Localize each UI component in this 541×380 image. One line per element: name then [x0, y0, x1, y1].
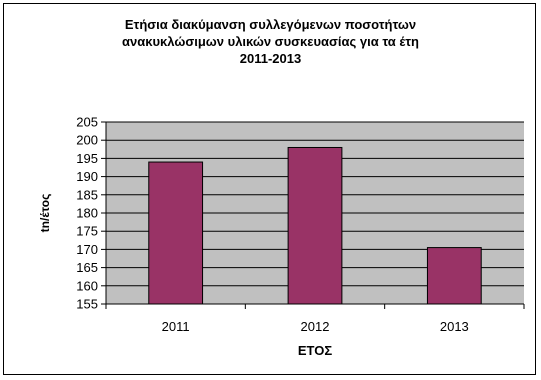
y-tick-label: 165 — [76, 260, 98, 275]
bars — [148, 146, 482, 305]
y-tick-label: 185 — [76, 187, 98, 202]
y-tick-label: 160 — [76, 278, 98, 293]
y-tick-label: 190 — [76, 169, 98, 184]
y-tick-label: 200 — [76, 133, 98, 148]
x-tick-label: 2011 — [162, 319, 190, 334]
y-tick-label: 155 — [76, 297, 98, 312]
x-tick-label: 2013 — [440, 319, 469, 334]
bar-2012 — [287, 146, 343, 305]
y-tick-label: 170 — [76, 242, 98, 257]
bar-2013 — [426, 247, 482, 305]
x-ticks: 2011 2012 2013 — [105, 304, 525, 334]
x-tick-label: 2012 — [301, 319, 330, 334]
y-tick-label: 195 — [76, 151, 98, 166]
y-tick-label: 180 — [76, 206, 98, 221]
chart-title: Ετήσια διακύμανση συλλεγόμενων ποσοτήτων… — [122, 17, 419, 66]
y-ticks: 155 160 165 170 175 180 185 190 195 200 205 — [76, 115, 106, 312]
y-tick-label: 205 — [76, 115, 98, 130]
bar-2011 — [148, 161, 204, 305]
y-axis-label: tn/έτος — [38, 194, 52, 233]
x-axis-label: ΕΤΟΣ — [298, 343, 332, 358]
y-tick-label: 175 — [76, 224, 98, 239]
